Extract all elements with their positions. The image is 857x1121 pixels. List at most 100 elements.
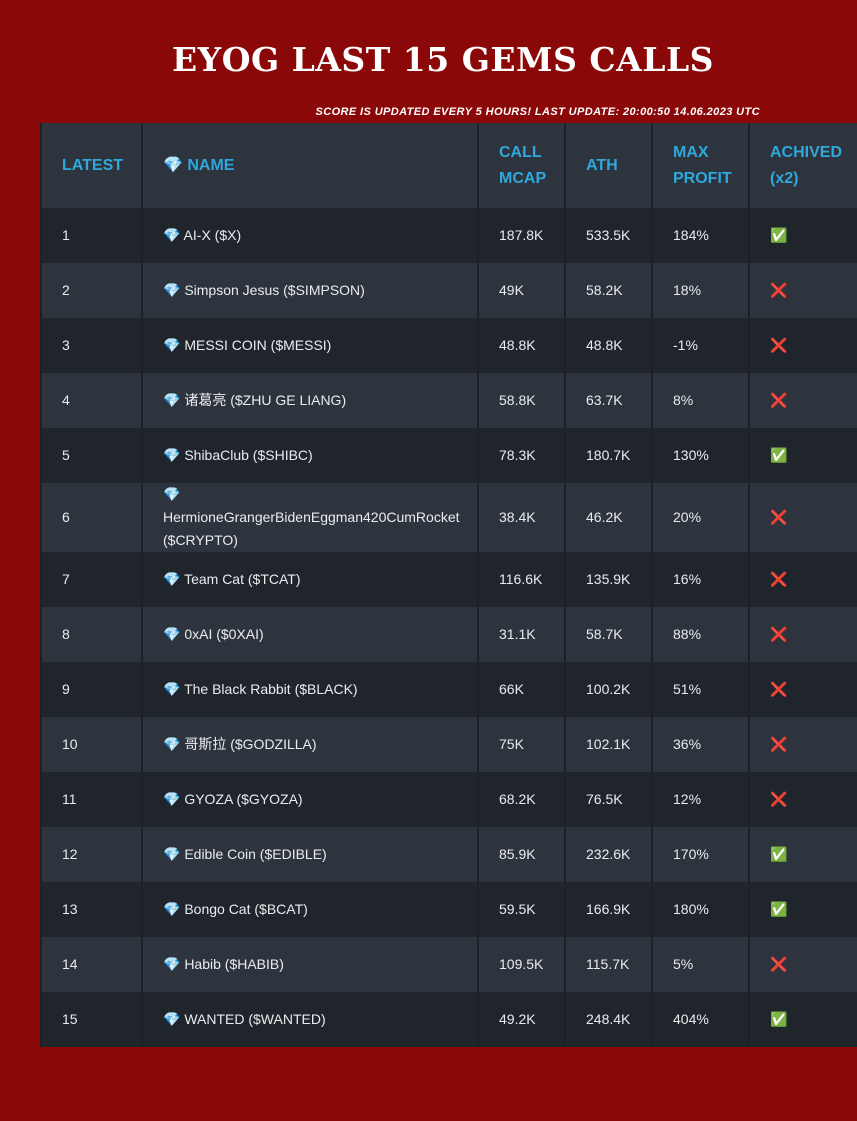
max-profit: 184% <box>653 208 748 263</box>
rank: 2 <box>42 263 141 318</box>
rank: 13 <box>42 882 141 937</box>
achieved: ❌ <box>750 937 857 992</box>
table-row: 7 💎 Team Cat ($TCAT) 116.6K 135.9K 16% ❌ <box>42 552 857 607</box>
max-profit: 51% <box>653 662 748 717</box>
achieved: ❌ <box>750 717 857 772</box>
max-profit: 12% <box>653 772 748 827</box>
achieved: ❌ <box>750 607 857 662</box>
call-mcap: 68.2K <box>479 772 564 827</box>
achieved: ❌ <box>750 662 857 717</box>
call-mcap: 38.4K <box>479 483 564 552</box>
subtitle: SCORE IS UPDATED EVERY 5 HOURS! LAST UPD… <box>315 106 760 118</box>
ath: 135.9K <box>566 552 651 607</box>
max-profit: 18% <box>653 263 748 318</box>
call-mcap: 31.1K <box>479 607 564 662</box>
call-mcap: 59.5K <box>479 882 564 937</box>
max-profit: 130% <box>653 428 748 483</box>
table-row: 13 💎 Bongo Cat ($BCAT) 59.5K 166.9K 180% ✅ <box>42 882 857 937</box>
table-row: 4 💎 诸葛亮 ($ZHU GE LIANG) 58.8K 63.7K 8% ❌ <box>42 373 857 428</box>
token-name: 💎 HermioneGrangerBidenEggman420CumRocket… <box>143 483 477 552</box>
ath: 48.8K <box>566 318 651 373</box>
achieved: ✅ <box>750 882 857 937</box>
achieved: ✅ <box>750 827 857 882</box>
call-mcap: 78.3K <box>479 428 564 483</box>
token-name: 💎 Edible Coin ($EDIBLE) <box>143 827 477 882</box>
call-mcap: 58.8K <box>479 373 564 428</box>
ath: 180.7K <box>566 428 651 483</box>
max-profit: 8% <box>653 373 748 428</box>
token-name: 💎 诸葛亮 ($ZHU GE LIANG) <box>143 373 477 428</box>
token-name: 💎 Team Cat ($TCAT) <box>143 552 477 607</box>
call-mcap: 75K <box>479 717 564 772</box>
achieved: ❌ <box>750 483 857 552</box>
max-profit: 5% <box>653 937 748 992</box>
rank: 11 <box>42 772 141 827</box>
ath: 58.7K <box>566 607 651 662</box>
table-row: 11 💎 GYOZA ($GYOZA) 68.2K 76.5K 12% ❌ <box>42 772 857 827</box>
header-row: LATEST 💎 NAME CALL MCAP ATH MAX PROFIT ACHIVE… <box>42 123 857 208</box>
call-mcap: 66K <box>479 662 564 717</box>
table-row: 1 💎 AI-X ($X) 187.8K 533.5K 184% ✅ <box>42 208 857 263</box>
ath: 248.4K <box>566 992 651 1047</box>
rank: 6 <box>42 483 141 552</box>
achieved: ✅ <box>750 428 857 483</box>
token-name: 💎 GYOZA ($GYOZA) <box>143 772 477 827</box>
token-name: 💎 AI-X ($X) <box>143 208 477 263</box>
token-name: 💎 0xAI ($0XAI) <box>143 607 477 662</box>
call-mcap: 116.6K <box>479 552 564 607</box>
column-header: CALL MCAP <box>479 123 564 208</box>
rank: 7 <box>42 552 141 607</box>
rank: 5 <box>42 428 141 483</box>
max-profit: -1% <box>653 318 748 373</box>
token-name: 💎 Habib ($HABIB) <box>143 937 477 992</box>
table-body: 1 💎 AI-X ($X) 187.8K 533.5K 184% ✅ 2 💎 Simpson … <box>42 208 857 1047</box>
max-profit: 88% <box>653 607 748 662</box>
max-profit: 404% <box>653 992 748 1047</box>
call-mcap: 49K <box>479 263 564 318</box>
rank: 10 <box>42 717 141 772</box>
gems-table: LATEST 💎 NAME CALL MCAP ATH MAX PROFIT ACHIVE… <box>40 123 857 1047</box>
table-row: 15 💎 WANTED ($WANTED) 49.2K 248.4K 404% ✅ <box>42 992 857 1047</box>
ath: 533.5K <box>566 208 651 263</box>
column-header: LATEST <box>42 123 141 208</box>
max-profit: 180% <box>653 882 748 937</box>
token-name: 💎 ShibaClub ($SHIBC) <box>143 428 477 483</box>
max-profit: 16% <box>653 552 748 607</box>
ath: 46.2K <box>566 483 651 552</box>
column-header: 💎 NAME <box>143 123 477 208</box>
rank: 3 <box>42 318 141 373</box>
table-row: 9 💎 The Black Rabbit ($BLACK) 66K 100.2K 51%… <box>42 662 857 717</box>
rank: 9 <box>42 662 141 717</box>
achieved: ✅ <box>750 208 857 263</box>
table-row: 12 💎 Edible Coin ($EDIBLE) 85.9K 232.6K 170%… <box>42 827 857 882</box>
achieved: ❌ <box>750 318 857 373</box>
ath: 100.2K <box>566 662 651 717</box>
max-profit: 20% <box>653 483 748 552</box>
rank: 15 <box>42 992 141 1047</box>
table-row: 6 💎 HermioneGrangerBidenEggman420CumRocke… <box>42 483 857 552</box>
ath: 102.1K <box>566 717 651 772</box>
table-row: 5 💎 ShibaClub ($SHIBC) 78.3K 180.7K 130% ✅ <box>42 428 857 483</box>
token-name: 💎 The Black Rabbit ($BLACK) <box>143 662 477 717</box>
token-name: 💎 Simpson Jesus ($SIMPSON) <box>143 263 477 318</box>
token-name: 💎 MESSI COIN ($MESSI) <box>143 318 477 373</box>
token-name: 💎 WANTED ($WANTED) <box>143 992 477 1047</box>
title: EYOG LAST 15 GEMS CALLS <box>172 40 715 79</box>
call-mcap: 49.2K <box>479 992 564 1047</box>
call-mcap: 109.5K <box>479 937 564 992</box>
rank: 12 <box>42 827 141 882</box>
achieved: ❌ <box>750 552 857 607</box>
token-name: 💎 哥斯拉 ($GODZILLA) <box>143 717 477 772</box>
column-header: ACHIVED (x2) <box>750 123 857 208</box>
call-mcap: 48.8K <box>479 318 564 373</box>
rank: 8 <box>42 607 141 662</box>
achieved: ❌ <box>750 263 857 318</box>
ath: 115.7K <box>566 937 651 992</box>
rank: 4 <box>42 373 141 428</box>
rank: 14 <box>42 937 141 992</box>
table-row: 10 💎 哥斯拉 ($GODZILLA) 75K 102.1K 36% ❌ <box>42 717 857 772</box>
call-mcap: 85.9K <box>479 827 564 882</box>
max-profit: 170% <box>653 827 748 882</box>
